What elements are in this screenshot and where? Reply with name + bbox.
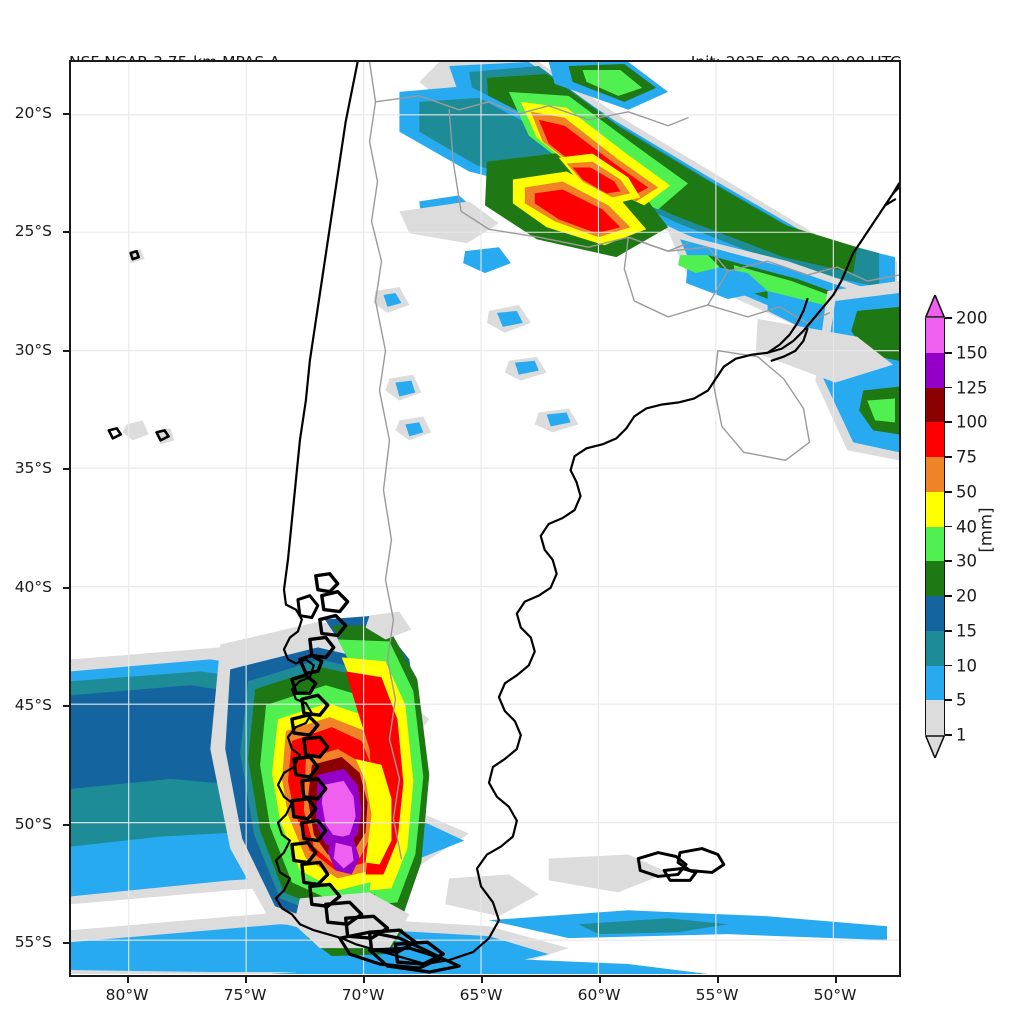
colorbar: 200 150 125 100 75 50 40 30 20 15 10 5 1 — [925, 295, 988, 758]
colorbar-extend-min-arrow — [925, 735, 945, 758]
y-tick-mark — [63, 231, 69, 233]
map-canvas — [71, 62, 899, 975]
y-tick-label: 20°S — [14, 104, 52, 122]
colorbar-tick-label: 1 — [956, 725, 967, 745]
colorbar-tick-label: 50 — [956, 482, 977, 502]
colorbar-bands — [925, 318, 945, 736]
y-tick-mark — [63, 705, 69, 707]
map-gridlines — [71, 62, 899, 975]
colorbar-tick-mark — [945, 734, 952, 736]
colorbar-extend-max-arrow — [925, 295, 945, 318]
colorbar-band — [926, 596, 944, 632]
colorbar-band — [926, 352, 944, 389]
colorbar-band — [926, 387, 944, 423]
colorbar-band — [926, 561, 944, 597]
x-tick-mark — [599, 977, 601, 983]
x-tick-label: 70°W — [341, 986, 385, 1004]
x-tick-label: 80°W — [105, 986, 149, 1004]
y-tick-label: 55°S — [14, 933, 52, 951]
northern-convective-band — [399, 62, 898, 361]
colorbar-tick-mark — [945, 351, 952, 354]
colorbar-band — [926, 457, 944, 493]
x-tick-mark — [481, 977, 483, 983]
x-tick-label: 65°W — [459, 986, 503, 1004]
colorbar-tick-mark — [945, 386, 952, 389]
colorbar-tick-label: 10 — [956, 656, 977, 675]
colorbar-tick-mark — [945, 595, 952, 597]
colorbar-tick-label: 200 — [956, 308, 988, 328]
x-tick-mark — [127, 977, 129, 983]
x-tick-label: 75°W — [223, 986, 267, 1004]
colorbar-tick-label: 20 — [956, 586, 977, 606]
x-tick-label: 50°W — [813, 986, 857, 1004]
colorbar-band — [926, 630, 944, 667]
x-tick-mark — [363, 977, 365, 983]
x-tick-mark — [835, 977, 837, 983]
colorbar-tick-label: 125 — [956, 378, 988, 397]
colorbar-band — [926, 700, 944, 736]
y-tick-mark — [63, 113, 69, 115]
y-tick-label: 50°S — [14, 815, 52, 833]
y-tick-mark — [63, 587, 69, 589]
map-plot-area — [69, 60, 901, 977]
colorbar-tick-mark — [945, 664, 952, 667]
y-tick-label: 25°S — [14, 222, 52, 240]
x-tick-label: 60°W — [577, 986, 621, 1004]
colorbar-tick-mark — [945, 560, 952, 563]
colorbar-tick-mark — [945, 699, 952, 702]
colorbar-band — [926, 491, 944, 528]
y-tick-label: 45°S — [14, 696, 52, 714]
y-tick-mark — [63, 824, 69, 826]
x-tick-mark — [717, 977, 719, 983]
x-tick-mark — [245, 977, 247, 983]
y-tick-mark — [63, 942, 69, 944]
y-tick-mark — [63, 468, 69, 470]
colorbar-tick-label: 100 — [956, 412, 988, 432]
country-borders — [368, 62, 899, 860]
colorbar-tick-label: 30 — [956, 551, 977, 571]
x-tick-label: 55°W — [695, 986, 739, 1004]
colorbar-tick-label: 150 — [956, 343, 988, 363]
colorbar-band — [926, 665, 944, 701]
colorbar-unit-label: [mm] — [976, 507, 996, 553]
colorbar-band — [926, 422, 944, 458]
colorbar-tick-mark — [945, 490, 952, 493]
coastlines — [107, 62, 899, 974]
y-tick-label: 40°S — [14, 578, 52, 596]
colorbar-tick-mark — [945, 317, 952, 319]
y-tick-label: 30°S — [14, 341, 52, 359]
colorbar-tick-label: 40 — [956, 517, 977, 536]
colorbar-tick-mark — [945, 456, 952, 458]
colorbar-tick-mark — [945, 421, 952, 424]
colorbar-band — [926, 526, 944, 562]
colorbar-tick-label: 75 — [956, 447, 977, 467]
colorbar-tick-label: 15 — [956, 621, 977, 641]
colorbar-tick-mark — [945, 629, 952, 632]
colorbar-band — [926, 318, 944, 354]
y-tick-label: 35°S — [14, 459, 52, 477]
y-tick-mark — [63, 350, 69, 352]
colorbar-tick-label: 5 — [956, 690, 967, 710]
colorbar-tick-mark — [945, 525, 952, 528]
precipitation-map — [71, 62, 899, 975]
